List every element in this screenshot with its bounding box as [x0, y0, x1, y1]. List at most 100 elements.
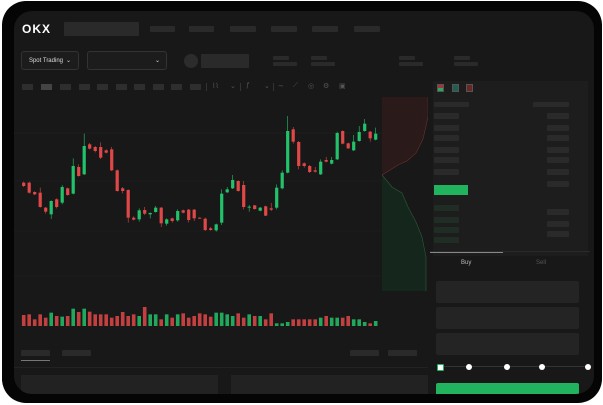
slider-handle[interactable]	[437, 364, 444, 371]
ask-price-cell[interactable]	[434, 113, 459, 119]
indicator-icon[interactable]: ƒ	[246, 82, 250, 89]
amount-cell	[547, 125, 569, 131]
nav-item[interactable]	[354, 26, 380, 32]
slider-mark-25[interactable]	[466, 364, 472, 370]
total-input[interactable]	[436, 333, 579, 355]
volume-bar	[280, 323, 284, 326]
interval-button[interactable]	[97, 84, 108, 90]
candle-body	[82, 146, 86, 175]
candle-body	[181, 210, 185, 213]
volume-bar	[142, 307, 147, 326]
ask-price-cell[interactable]	[434, 217, 459, 223]
pair-select[interactable]: ⌄	[87, 51, 167, 70]
candle-body	[22, 182, 26, 186]
interval-button[interactable]	[153, 84, 164, 90]
market-type-select[interactable]: Spot Trading ⌄	[21, 51, 79, 70]
orderbook-sell-icon[interactable]	[466, 84, 473, 92]
stat-label	[273, 56, 289, 60]
candlestick-chart[interactable]	[14, 96, 382, 346]
candle-body	[110, 149, 114, 171]
candle-body	[44, 207, 48, 212]
interval-button[interactable]	[41, 84, 52, 90]
buy-button[interactable]	[436, 383, 579, 394]
column-header-price	[434, 102, 469, 107]
nav-item[interactable]	[150, 26, 175, 32]
slider-mark-50[interactable]	[504, 364, 510, 370]
chevron-down-icon[interactable]: ⌄	[264, 83, 270, 90]
volume-bar	[164, 314, 169, 326]
camera-icon[interactable]: ◎	[308, 83, 315, 90]
nav-item[interactable]	[271, 26, 297, 32]
candle-body	[247, 206, 251, 208]
amount-cell	[547, 147, 569, 153]
nav-item[interactable]	[230, 26, 256, 32]
market-type-label: Spot Trading	[28, 57, 63, 64]
interval-button[interactable]	[116, 84, 127, 90]
chevron-down-icon: ⌄	[154, 58, 160, 64]
volume-bar	[131, 314, 136, 326]
candle-body	[258, 207, 262, 211]
tab-sell[interactable]: Sell	[536, 260, 547, 266]
volume-bar	[241, 317, 246, 326]
volume-bar	[214, 312, 218, 326]
slider-mark-75[interactable]	[539, 364, 545, 370]
ask-price-cell[interactable]	[434, 147, 459, 153]
candle-body	[308, 166, 312, 172]
tab-open-orders[interactable]	[21, 350, 50, 356]
interval-button[interactable]	[134, 84, 145, 90]
candle-body	[313, 170, 317, 172]
candle-body	[214, 224, 218, 231]
ask-price-cell[interactable]	[434, 125, 459, 131]
depth-asks-area	[382, 97, 428, 175]
orderbook-both-icon[interactable]	[437, 84, 444, 92]
candle-body	[374, 133, 378, 140]
orderbook-buy-icon[interactable]	[452, 84, 459, 92]
ask-price-cell[interactable]	[434, 135, 459, 141]
volume-bar	[38, 314, 42, 326]
nav-item[interactable]	[312, 26, 338, 32]
volume-bar	[302, 319, 306, 326]
volume-bar	[263, 319, 268, 326]
volume-bar	[296, 319, 301, 326]
price-placeholder	[201, 54, 249, 68]
ask-price-cell[interactable]	[434, 157, 459, 163]
ask-price-cell[interactable]	[434, 169, 459, 175]
interval-button[interactable]	[22, 84, 33, 90]
bottom-divider	[14, 367, 428, 368]
ask-price-cell[interactable]	[434, 227, 459, 233]
candle-body	[132, 217, 136, 220]
tab-order-history[interactable]	[62, 350, 91, 356]
price-input[interactable]	[436, 281, 579, 303]
amount-cell	[547, 113, 569, 119]
candle-body	[368, 131, 372, 139]
interval-button[interactable]	[60, 84, 71, 90]
chevron-down-icon[interactable]: ⌄	[230, 83, 236, 90]
active-tab-underline	[21, 360, 50, 361]
volume-bar	[274, 323, 279, 326]
draw-icon[interactable]: ⟋	[293, 82, 298, 89]
tab-buy[interactable]: Buy	[461, 260, 472, 266]
volume-bar	[192, 316, 196, 326]
okx-logo[interactable]: OKX	[22, 22, 52, 36]
ask-price-cell[interactable]	[434, 237, 459, 243]
slider-mark-100[interactable]	[585, 364, 591, 370]
percent-slider-track[interactable]	[440, 366, 588, 367]
candle-body	[77, 167, 81, 176]
candle-body	[154, 207, 158, 212]
amount-input[interactable]	[436, 307, 579, 329]
volume-bar	[170, 317, 174, 326]
nav-item[interactable]	[189, 26, 214, 32]
interval-button[interactable]	[171, 84, 182, 90]
interval-button[interactable]	[79, 84, 90, 90]
settings-icon[interactable]: ⚙	[323, 83, 330, 90]
ask-price-cell[interactable]	[434, 205, 459, 211]
volume-bar	[307, 319, 312, 326]
filter-button[interactable]	[350, 350, 379, 356]
line-tool-icon[interactable]: ∼	[278, 83, 284, 90]
chart-type-icon[interactable]: ⌇⌇	[212, 83, 219, 90]
fullscreen-icon[interactable]: ▣	[339, 83, 346, 90]
filter-button[interactable]	[388, 350, 417, 356]
interval-button[interactable]	[190, 84, 201, 90]
volume-bar	[285, 322, 290, 326]
search-bar[interactable]	[64, 22, 139, 36]
